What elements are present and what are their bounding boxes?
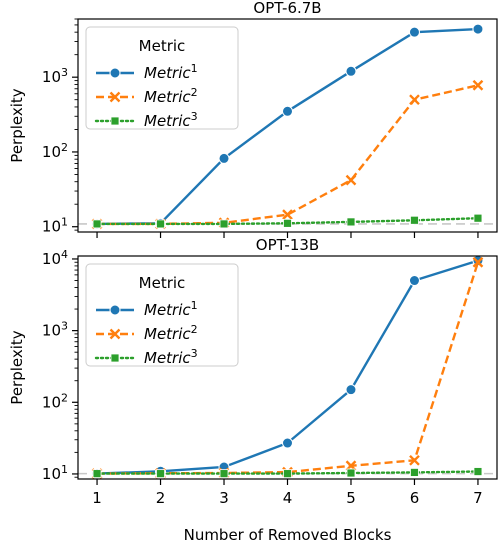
y-axis-label: Perplexity (8, 88, 26, 162)
data-point (283, 218, 292, 228)
legend-label: Metric3 (144, 347, 198, 367)
x-tick-label: 2 (156, 489, 166, 507)
data-point (92, 469, 102, 479)
x-tick-label: 3 (219, 489, 229, 507)
legend-entry-3: Metric3 (94, 347, 198, 367)
data-point (472, 23, 484, 35)
legend-label: Metric2 (144, 323, 198, 343)
x-tick-label: 6 (410, 489, 420, 507)
y-tick-label: 102 (42, 141, 68, 161)
y-ticks: 101 102 103 104 (42, 248, 78, 483)
legend-entry-1: Metric1 (96, 299, 198, 319)
x-tick-label: 1 (92, 489, 102, 507)
plot-frame (77, 18, 498, 233)
chart-panel-1: OPT-6.7B Perplexity 101 102 103 Metric Metric1… (8, 0, 498, 238)
x-axis-label: Number of Removed Blocks (184, 526, 392, 544)
y-tick-label: 103 (42, 320, 68, 340)
data-point (346, 217, 356, 227)
data-point (219, 469, 229, 479)
data-point (156, 219, 165, 229)
legend: Metric Metric1 Metric2 Metric3 (85, 26, 239, 130)
legend-entry-3: Metric3 (94, 110, 198, 130)
legend-box (85, 26, 239, 130)
legend-label: Metric1 (144, 299, 198, 319)
data-point (92, 219, 102, 229)
y-tick-label: 102 (42, 391, 68, 411)
y-tick-label: 104 (42, 248, 68, 268)
x-tick-label: 4 (283, 489, 293, 507)
legend-marker (109, 67, 121, 79)
y-tick-label: 101 (42, 216, 68, 236)
y-ticks: 101 102 103 (42, 18, 78, 236)
chart-title: OPT-13B (256, 236, 319, 254)
chart-panel-2: OPT-13B Perplexity 101 102 103 104 1 2 3 4 5 6 7 Metr… (8, 236, 498, 507)
data-point (472, 256, 484, 268)
data-point (219, 219, 229, 229)
y-axis-label: Perplexity (8, 330, 26, 404)
data-point (473, 467, 483, 476)
legend-title: Metric (139, 37, 186, 55)
legend-box (85, 263, 239, 367)
data-point (345, 65, 357, 77)
x-tick-label: 5 (346, 489, 356, 507)
legend-marker (109, 91, 121, 103)
series-3 (92, 467, 483, 479)
legend-entry-2: Metric2 (96, 86, 198, 106)
data-point (156, 469, 165, 479)
data-point (346, 468, 356, 478)
data-point (282, 209, 293, 221)
series-3 (92, 213, 483, 229)
x-ticks (96, 232, 479, 238)
x-ticks: 1 2 3 4 5 6 7 (92, 479, 483, 507)
data-point (283, 469, 292, 479)
legend-marker (109, 304, 121, 316)
legend-label: Metric1 (144, 62, 198, 82)
legend: Metric Metric1 Metric2 Metric3 (85, 263, 239, 367)
y-tick-label: 101 (42, 463, 68, 483)
legend-marker (110, 116, 120, 126)
data-point (345, 174, 357, 186)
data-point (472, 79, 484, 91)
data-point (473, 213, 483, 223)
legend-marker (110, 353, 120, 363)
legend-entry-1: Metric1 (96, 62, 198, 82)
data-point (345, 384, 357, 396)
data-point (408, 275, 420, 287)
legend-title: Metric (139, 274, 186, 292)
y-tick-label: 103 (42, 66, 68, 86)
data-point (282, 105, 293, 117)
data-point (218, 152, 230, 164)
x-tick-label: 7 (473, 489, 483, 507)
plot-frame (77, 255, 498, 480)
data-point (282, 437, 293, 449)
data-point (410, 215, 419, 225)
legend-label: Metric3 (144, 110, 198, 130)
legend-marker (109, 328, 121, 340)
data-point (408, 26, 420, 38)
data-point (409, 454, 420, 466)
data-point (410, 468, 419, 477)
legend-label: Metric2 (144, 86, 198, 106)
data-point (409, 94, 420, 106)
chart-title: OPT-6.7B (253, 0, 321, 17)
legend-entry-2: Metric2 (96, 323, 198, 343)
